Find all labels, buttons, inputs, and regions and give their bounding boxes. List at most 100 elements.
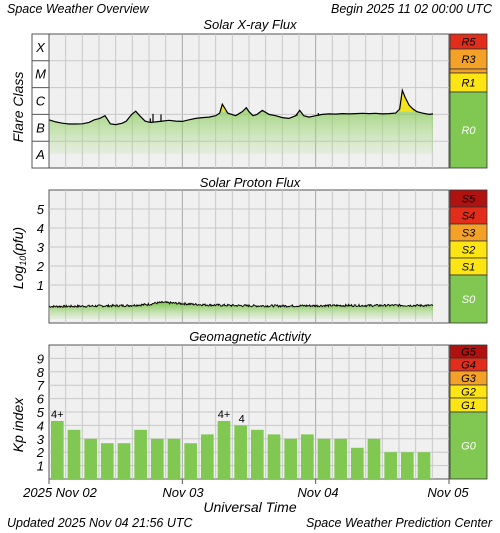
kp-bar (417, 452, 431, 479)
kp-bar (367, 438, 381, 479)
kp-bar (384, 452, 397, 479)
proton-ylabel-main: Log (10, 266, 26, 290)
kp-bar (234, 425, 247, 479)
proton-yticks: 1 2 3 4 5 (36, 202, 45, 293)
kp-bar (317, 438, 331, 479)
x-tick-1: Nov 03 (162, 485, 204, 500)
scale-label-G3: G3 (461, 373, 477, 385)
kp-bar (117, 443, 131, 479)
scale-label-S2: S2 (462, 245, 475, 257)
xray-ytick-B: B (36, 120, 45, 135)
xray-marks (48, 87, 434, 154)
proton-ytick-4: 4 (37, 221, 44, 236)
geomag-ytick-8: 8 (37, 365, 45, 380)
geomag-ylabel: Kp index (10, 397, 26, 452)
scale-label-S0: S0 (462, 294, 476, 306)
header-title: Space Weather Overview (7, 2, 149, 16)
kp-bar (151, 438, 164, 479)
scale-label-G0: G0 (461, 441, 477, 453)
footer-source: Space Weather Prediction Center (306, 516, 493, 530)
kp-bar (67, 429, 81, 479)
xray-title: Solar X-ray Flux (203, 17, 297, 32)
x-tick-3: Nov 05 (427, 485, 469, 500)
geomag-ytick-7: 7 (37, 378, 45, 393)
scale-cell-G0 (449, 411, 488, 480)
xray-ytick-M: M (35, 67, 46, 82)
scale-label-G2: G2 (461, 387, 476, 399)
scale-label-S1: S1 (462, 262, 475, 274)
kp-bar-label: 4+ (218, 409, 231, 421)
kp-bar (301, 434, 314, 479)
geomag-marks: 4+ 4+ 4 (51, 409, 431, 479)
xray-ylabel: Flare Class (10, 72, 26, 143)
scale-label-R1: R1 (461, 78, 475, 90)
kp-bar (267, 434, 281, 479)
geomag-ytick-3: 3 (37, 432, 45, 447)
proton-ytick-2: 2 (36, 259, 45, 274)
scale-label-S4: S4 (462, 211, 475, 223)
scale-label-R0: R0 (461, 125, 476, 137)
kp-bar (101, 443, 114, 479)
header-begin: Begin 2025 11 02 00:00 UTC (331, 2, 493, 16)
kp-bar (401, 452, 414, 479)
scale-cell-S0 (449, 274, 488, 324)
proton-ylabel-unit: (pfu) (10, 227, 26, 256)
xray-ytick-C: C (36, 94, 46, 109)
proton-ytick-3: 3 (37, 240, 45, 255)
kp-bar-label: 4+ (51, 409, 64, 421)
proton-ylabel: Log10(pfu) (10, 227, 28, 289)
scale-label-S3: S3 (462, 228, 476, 240)
kp-bar (167, 438, 181, 479)
scale-label-G4: G4 (461, 360, 476, 372)
xray-rscale: R5 R3 R1 R0 (449, 33, 488, 169)
proton-ytick-1: 1 (37, 278, 44, 293)
kp-bar (84, 438, 97, 479)
x-tick-0: 2025 Nov 02 (22, 485, 97, 500)
kp-bar (51, 420, 64, 479)
xray-ytick-A: A (35, 147, 45, 162)
kp-bar (217, 420, 231, 479)
geomag-ytick-1: 1 (37, 459, 44, 474)
proton-grid (49, 190, 449, 323)
kp-bar-label: 4 (239, 413, 245, 425)
kp-bar (351, 447, 364, 479)
proton-marks (48, 300, 434, 319)
geomag-ytick-5: 5 (37, 405, 45, 420)
proton-panel: 1 2 3 4 5 S5 S4 S3 S2 S1 S0 (36, 189, 488, 324)
proton-sscale: S5 S4 S3 S2 S1 S0 (449, 189, 488, 324)
geomag-ytick-6: 6 (37, 392, 45, 407)
geomag-ytick-4: 4 (37, 418, 44, 433)
scale-cell-R0 (449, 91, 488, 169)
geomag-ytick-9: 9 (37, 351, 44, 366)
geomag-grid (49, 345, 449, 479)
x-axis-label: Universal Time (203, 499, 296, 515)
x-tick-2: Nov 04 (297, 485, 338, 500)
proton-title: Solar Proton Flux (200, 175, 301, 190)
kp-bar (284, 438, 297, 479)
footer-updated: Updated 2025 Nov 04 21:56 UTC (7, 516, 194, 530)
xray-flux-fill (49, 90, 433, 154)
kp-bar (251, 429, 264, 479)
kp-bar (184, 443, 197, 479)
scale-label-R3: R3 (461, 54, 476, 66)
geomag-title: Geomagnetic Activity (189, 329, 312, 344)
xray-class-column (31, 33, 50, 169)
kp-bar (134, 429, 147, 479)
xray-flux-line (48, 87, 434, 126)
scale-label-S5: S5 (462, 194, 476, 206)
proton-flux-line (48, 300, 434, 309)
scale-cell-r2 (449, 68, 488, 74)
proton-ylabel-sub: 10 (18, 256, 28, 266)
scale-label-G1: G1 (461, 400, 476, 412)
proton-ytick-5: 5 (37, 202, 45, 217)
scale-label-R5: R5 (461, 37, 476, 49)
kp-bar (201, 434, 214, 479)
scale-label-G5: G5 (461, 347, 477, 359)
